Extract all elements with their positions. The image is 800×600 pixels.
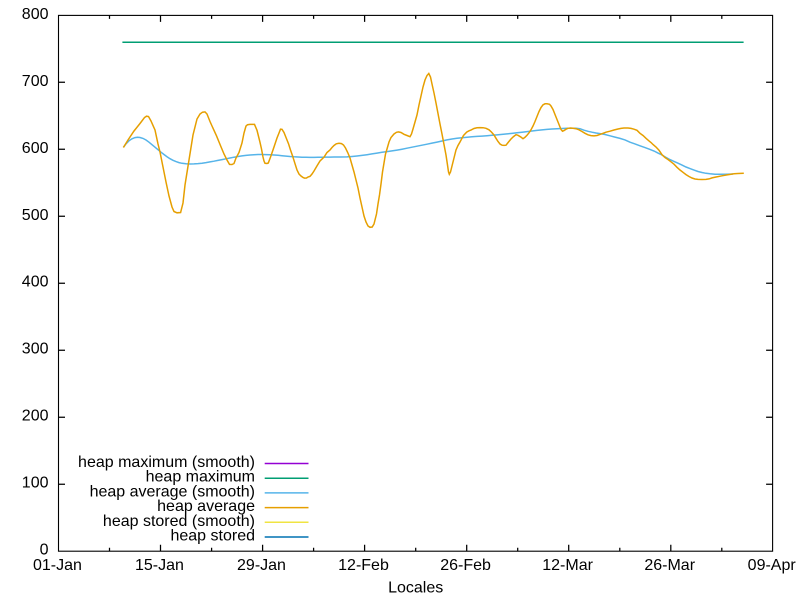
svg-text:15-Jan: 15-Jan (135, 557, 184, 574)
svg-text:800: 800 (17, 6, 48, 23)
svg-text:heap average: heap average (157, 498, 255, 515)
svg-text:100: 100 (17, 475, 48, 492)
svg-text:Locales: Locales (388, 580, 443, 597)
svg-text:heap average (smooth): heap average (smooth) (90, 483, 255, 500)
svg-text:0: 0 (35, 542, 48, 559)
svg-text:600: 600 (17, 140, 48, 157)
svg-text:400: 400 (17, 274, 48, 291)
svg-text:01-Jan: 01-Jan (33, 557, 82, 574)
svg-text:heap stored (smooth): heap stored (smooth) (103, 513, 255, 530)
svg-text:heap maximum: heap maximum (146, 469, 255, 486)
svg-text:09-Apr: 09-Apr (748, 557, 797, 574)
svg-text:26-Feb: 26-Feb (440, 557, 491, 574)
svg-text:12-Feb: 12-Feb (338, 557, 389, 574)
svg-text:500: 500 (17, 207, 48, 224)
svg-text:heap maximum (smooth): heap maximum (smooth) (78, 454, 255, 471)
svg-text:29-Jan: 29-Jan (237, 557, 286, 574)
svg-text:200: 200 (17, 408, 48, 425)
svg-text:26-Mar: 26-Mar (644, 557, 695, 574)
svg-text:12-Mar: 12-Mar (542, 557, 593, 574)
svg-text:700: 700 (17, 73, 48, 90)
svg-text:300: 300 (17, 341, 48, 358)
svg-text:heap stored: heap stored (170, 528, 255, 545)
